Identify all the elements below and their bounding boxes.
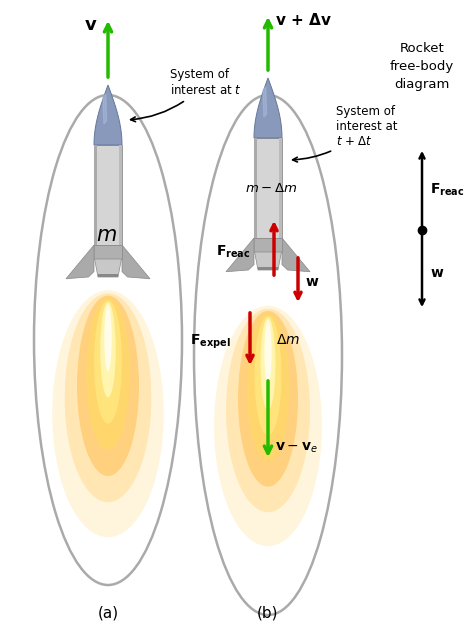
Polygon shape	[254, 78, 282, 138]
Text: (b): (b)	[257, 605, 279, 621]
Text: $\mathbf{F}_{\mathbf{expel}}$: $\mathbf{F}_{\mathbf{expel}}$	[190, 333, 231, 351]
Polygon shape	[103, 94, 107, 124]
Text: $\mathbf{v}$: $\mathbf{v}$	[84, 16, 98, 34]
Text: $m$: $m$	[96, 225, 117, 245]
Ellipse shape	[226, 309, 310, 512]
Polygon shape	[122, 245, 150, 279]
Bar	[279, 138, 282, 238]
Text: $\mathbf{F}_{\mathbf{reac}}$: $\mathbf{F}_{\mathbf{reac}}$	[216, 244, 251, 260]
Ellipse shape	[214, 306, 322, 547]
Polygon shape	[66, 245, 94, 279]
Ellipse shape	[77, 295, 139, 476]
Bar	[258, 267, 278, 270]
Ellipse shape	[261, 318, 275, 410]
Polygon shape	[226, 238, 254, 272]
Ellipse shape	[64, 294, 151, 502]
Text: $\Delta m$: $\Delta m$	[276, 333, 300, 347]
Ellipse shape	[100, 302, 116, 398]
Text: $\mathbf{w}$: $\mathbf{w}$	[305, 275, 319, 289]
Text: System of
interest at $t$: System of interest at $t$	[131, 68, 242, 122]
Text: $\mathbf{v} - \mathbf{v}_e$: $\mathbf{v} - \mathbf{v}_e$	[275, 441, 318, 455]
Ellipse shape	[52, 290, 164, 537]
Ellipse shape	[104, 305, 112, 371]
Polygon shape	[254, 238, 282, 252]
Text: $\mathbf{v}$ + $\mathbf{\Delta v}$: $\mathbf{v}$ + $\mathbf{\Delta v}$	[275, 12, 332, 28]
Bar	[94, 145, 122, 245]
Text: Rocket
free-body
diagram: Rocket free-body diagram	[390, 42, 454, 91]
Ellipse shape	[94, 300, 122, 424]
Ellipse shape	[247, 313, 289, 461]
Text: $m - \Delta m$: $m - \Delta m$	[245, 181, 297, 195]
Ellipse shape	[86, 298, 130, 450]
Polygon shape	[263, 87, 266, 117]
Text: $\mathbf{F}_{\mathbf{reac}}$: $\mathbf{F}_{\mathbf{reac}}$	[430, 182, 465, 198]
Bar	[254, 138, 282, 238]
Polygon shape	[94, 245, 122, 259]
Polygon shape	[282, 238, 310, 272]
Bar	[118, 145, 122, 245]
Text: System of
interest at
$t$ + $\Delta t$: System of interest at $t$ + $\Delta t$	[292, 105, 398, 162]
Ellipse shape	[264, 320, 272, 385]
Ellipse shape	[238, 311, 298, 487]
Bar	[254, 138, 257, 238]
Text: (a): (a)	[98, 605, 118, 621]
Bar	[94, 145, 97, 245]
Bar	[98, 274, 118, 277]
Ellipse shape	[255, 315, 282, 436]
Polygon shape	[255, 252, 282, 270]
Text: $\mathbf{w}$: $\mathbf{w}$	[430, 266, 444, 280]
Polygon shape	[94, 85, 122, 145]
Polygon shape	[94, 259, 121, 277]
